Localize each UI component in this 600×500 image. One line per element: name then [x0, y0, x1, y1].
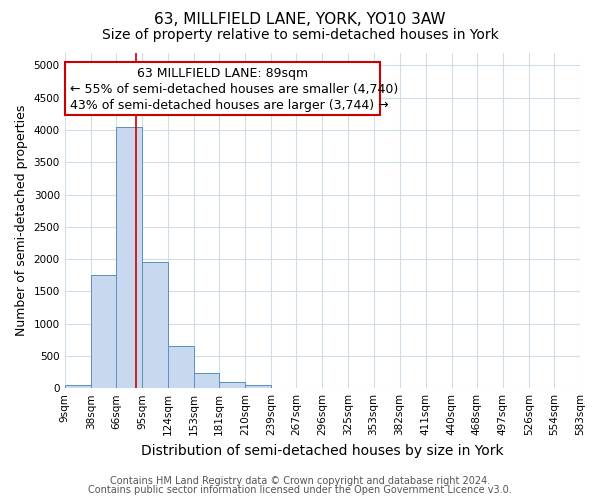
- Text: Size of property relative to semi-detached houses in York: Size of property relative to semi-detach…: [101, 28, 499, 42]
- Bar: [245, 385, 271, 388]
- Text: 63, MILLFIELD LANE, YORK, YO10 3AW: 63, MILLFIELD LANE, YORK, YO10 3AW: [154, 12, 446, 28]
- Bar: [116, 126, 142, 388]
- Text: 43% of semi-detached houses are larger (3,744) →: 43% of semi-detached houses are larger (…: [70, 99, 388, 112]
- Bar: [168, 346, 194, 388]
- Bar: [65, 385, 91, 388]
- Text: Contains public sector information licensed under the Open Government Licence v3: Contains public sector information licen…: [88, 485, 512, 495]
- FancyBboxPatch shape: [65, 62, 380, 115]
- X-axis label: Distribution of semi-detached houses by size in York: Distribution of semi-detached houses by …: [141, 444, 503, 458]
- Text: ← 55% of semi-detached houses are smaller (4,740): ← 55% of semi-detached houses are smalle…: [70, 83, 398, 96]
- Bar: [219, 382, 245, 388]
- Bar: [91, 275, 116, 388]
- Bar: [142, 262, 168, 388]
- Bar: [194, 374, 219, 388]
- Text: 63 MILLFIELD LANE: 89sqm: 63 MILLFIELD LANE: 89sqm: [137, 68, 308, 80]
- Text: Contains HM Land Registry data © Crown copyright and database right 2024.: Contains HM Land Registry data © Crown c…: [110, 476, 490, 486]
- Y-axis label: Number of semi-detached properties: Number of semi-detached properties: [15, 104, 28, 336]
